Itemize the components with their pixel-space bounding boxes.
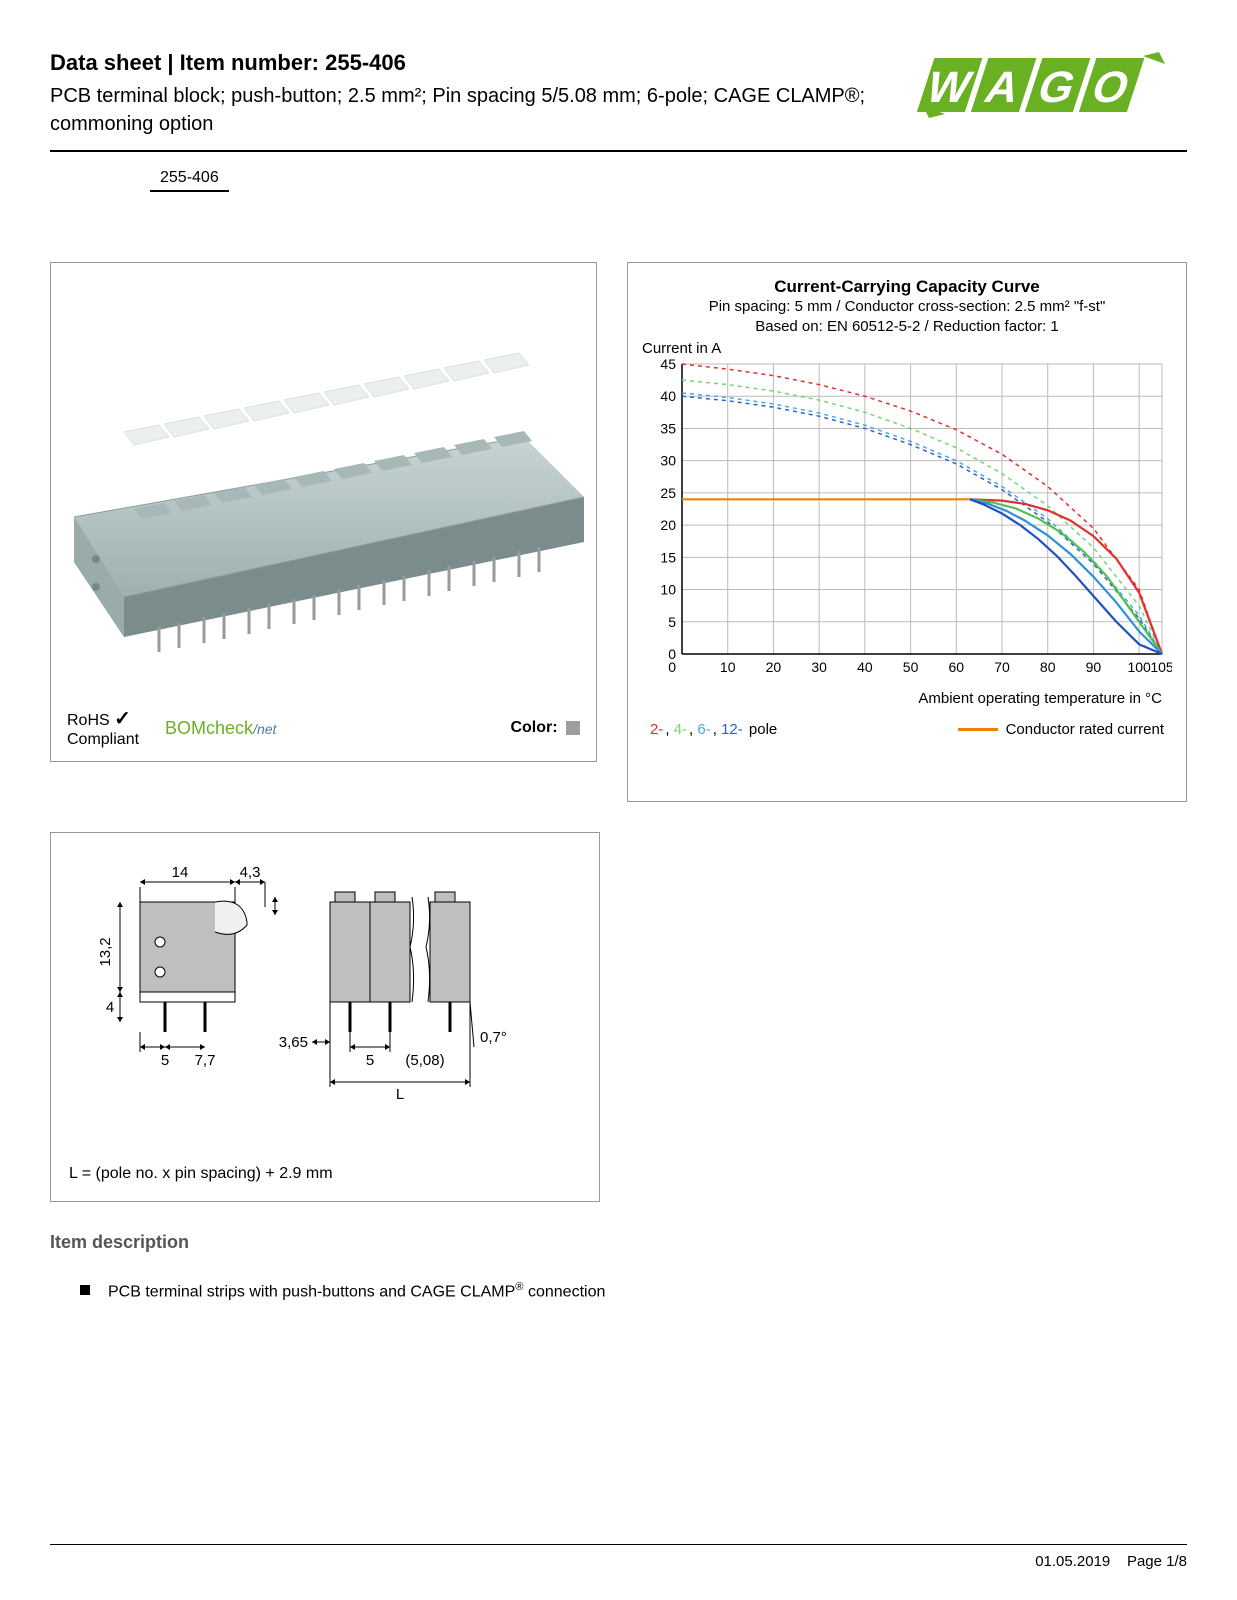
svg-text:45: 45 [660, 356, 676, 372]
wago-logo: W A G O [907, 50, 1187, 120]
bomcheck-logo: BOMcheck/net [165, 718, 276, 739]
header-text: Data sheet | Item number: 255-406 PCB te… [50, 50, 907, 138]
svg-text:0: 0 [668, 659, 676, 675]
bullet-text: PCB terminal strips with push-buttons an… [108, 1277, 605, 1307]
svg-text:10: 10 [720, 659, 736, 675]
svg-text:4,3: 4,3 [240, 864, 261, 881]
legend-conductor: Conductor rated current [958, 721, 1164, 738]
chart-title: Current-Carrying Capacity Curve [642, 277, 1172, 297]
check-icon: ✓ [114, 708, 131, 730]
legend-conductor-label: Conductor rated current [1006, 721, 1164, 738]
svg-text:25: 25 [660, 485, 676, 501]
color-swatch [566, 721, 580, 735]
svg-text:5: 5 [668, 614, 676, 630]
svg-text:5: 5 [161, 1052, 169, 1069]
product-render [63, 275, 584, 700]
svg-text:15: 15 [660, 549, 676, 565]
svg-text:7,7: 7,7 [195, 1052, 216, 1069]
color-label: Color: [510, 719, 557, 736]
svg-text:90: 90 [1086, 659, 1102, 675]
bullet-icon [80, 1285, 90, 1295]
y-axis-label: Current in A [642, 340, 721, 357]
bomcheck-main: BOMcheck [165, 718, 253, 738]
item-description-heading: Item description [50, 1232, 1187, 1253]
bomcheck-suffix: /net [253, 721, 276, 737]
chart-legend: 2-, 4-, 6-, 12- pole Conductor rated cur… [642, 721, 1172, 738]
svg-text:40: 40 [857, 659, 873, 675]
product-image-panel: RoHS ✓ Compliant BOMcheck/net Color: [50, 262, 597, 762]
svg-text:20: 20 [660, 517, 676, 533]
svg-text:13,2: 13,2 [97, 937, 114, 966]
svg-text:5: 5 [366, 1052, 374, 1069]
footer-page: Page 1/8 [1127, 1553, 1187, 1570]
svg-text:(5,08): (5,08) [405, 1052, 444, 1069]
svg-text:L: L [396, 1086, 404, 1103]
rohs-compliant: RoHS ✓ Compliant BOMcheck/net [67, 708, 276, 749]
legend-pole-item: 12- [721, 721, 743, 738]
legend-conductor-line [958, 728, 998, 731]
part-number-badge: 255-406 [150, 166, 229, 192]
chart-subtitle: Pin spacing: 5 mm / Conductor cross-sect… [642, 297, 1172, 336]
dimensions-panel: 14 4,3 13,2 4 5 7,7 3,65 5 (5,08) 0,7° L L … [50, 832, 600, 1202]
svg-text:30: 30 [811, 659, 827, 675]
svg-text:4: 4 [106, 999, 114, 1016]
svg-text:35: 35 [660, 420, 676, 436]
rohs-label: RoHS [67, 712, 110, 729]
dimensions-drawing: 14 4,3 13,2 4 5 7,7 3,65 5 (5,08) 0,7° L [65, 847, 585, 1147]
chart-area: Current in A 051015202530354045102030405… [642, 344, 1172, 684]
svg-text:60: 60 [948, 659, 964, 675]
description-list: PCB terminal strips with push-buttons an… [50, 1277, 1187, 1307]
svg-text:40: 40 [660, 388, 676, 404]
chart-svg: 0 5 10 15 20 25 30 35 40 45 10 20 30 40 50 60 70 80 90 1001… [642, 344, 1172, 684]
svg-text:80: 80 [1040, 659, 1056, 675]
dimension-formula: L = (pole no. x pin spacing) + 2.9 mm [69, 1165, 333, 1183]
chart-sub2: Based on: EN 60512-5-2 / Reduction facto… [755, 318, 1059, 335]
svg-text:0,7°: 0,7° [480, 1029, 507, 1046]
legend-pole-item: 6- [697, 721, 710, 738]
compliant-label: Compliant [67, 731, 139, 749]
svg-text:70: 70 [994, 659, 1010, 675]
page-title: Data sheet | Item number: 255-406 [50, 50, 907, 76]
legend-poles: 2-, 4-, 6-, 12- pole [650, 721, 779, 738]
legend-pole-item: 2- [650, 721, 663, 738]
svg-text:50: 50 [903, 659, 919, 675]
svg-text:3,65: 3,65 [279, 1034, 308, 1051]
compliance-row: RoHS ✓ Compliant BOMcheck/net Color: [63, 700, 584, 749]
chart-sub1: Pin spacing: 5 mm / Conductor cross-sect… [709, 298, 1106, 315]
capacity-curve-panel: Current-Carrying Capacity Curve Pin spac… [627, 262, 1187, 802]
footer-date: 01.05.2019 [1035, 1553, 1110, 1570]
svg-text:100: 100 [1127, 659, 1151, 675]
svg-text:30: 30 [660, 453, 676, 469]
svg-text:20: 20 [766, 659, 782, 675]
bullet-item: PCB terminal strips with push-buttons an… [80, 1277, 1187, 1307]
svg-text:14: 14 [172, 864, 189, 881]
color-indicator: Color: [510, 719, 580, 737]
svg-text:10: 10 [660, 582, 676, 598]
svg-text:105: 105 [1150, 659, 1172, 675]
page-footer: 01.05.2019 Page 1/8 [50, 1544, 1187, 1570]
header: Data sheet | Item number: 255-406 PCB te… [50, 50, 1187, 152]
x-axis-label: Ambient operating temperature in °C [642, 690, 1172, 707]
legend-pole-item: 4- [674, 721, 687, 738]
page-subtitle: PCB terminal block; push-button; 2.5 mm²… [50, 82, 907, 138]
svg-text:W: W [920, 62, 978, 112]
